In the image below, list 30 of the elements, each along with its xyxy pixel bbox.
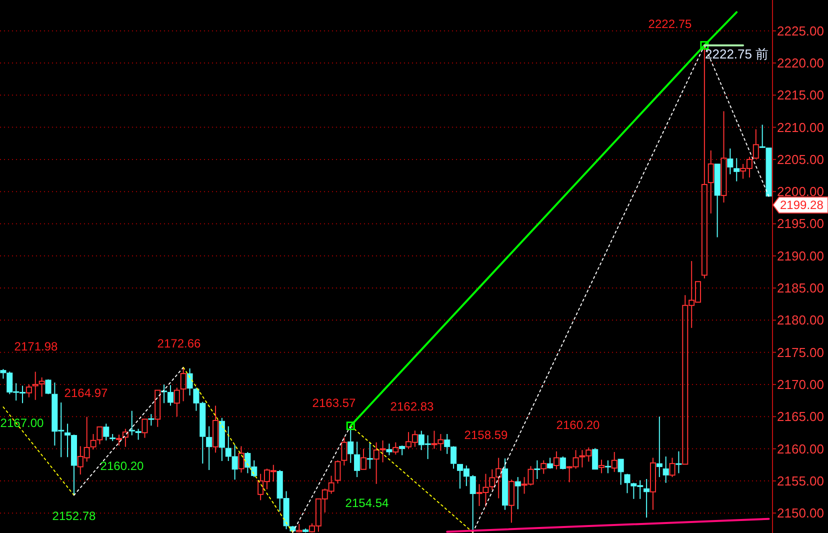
y-tick-label: 2185.00 [777,280,824,296]
annotation: 2163.57 [312,396,356,410]
y-tick-label: 2160.00 [777,441,824,456]
annotation: 2172.66 [157,336,202,350]
price-tag: 2199.28 [772,196,828,214]
y-tick-label: 2205.00 [777,152,824,167]
annotation: 2162.83 [390,400,434,414]
y-tick-label: 2190.00 [777,248,824,264]
y-tick-label: 2210.00 [777,120,824,135]
y-tick-label: 2165.00 [777,409,824,424]
y-tick-label: 2170.00 [777,376,824,392]
annotation: 2222.75 前 [705,46,769,62]
y-tick-label: 2225.00 [777,23,824,38]
y-tick-label: 2215.00 [777,88,824,103]
y-tick-label: 2175.00 [777,344,824,360]
y-tick-label: 2150.00 [777,506,824,521]
annotation: 2164.97 [64,386,108,400]
annotation: 2171.98 [14,340,58,354]
annotation: 2158.59 [464,428,508,442]
annotation: 2222.75 [648,17,692,31]
annotation: 2160.20 [100,459,144,473]
y-tick-label: 2200.00 [777,184,824,200]
y-tick-label: 2220.00 [777,56,824,71]
y-tick-label: 2180.00 [777,312,824,328]
y-tick-label: 2155.00 [777,473,824,488]
annotation: 2154.54 [345,496,390,510]
annotation: 2160.20 [556,418,600,432]
annotation: 2167.00 [0,416,44,430]
annotation: 2152.78 [52,509,96,524]
y-tick-label: 2195.00 [777,216,824,232]
